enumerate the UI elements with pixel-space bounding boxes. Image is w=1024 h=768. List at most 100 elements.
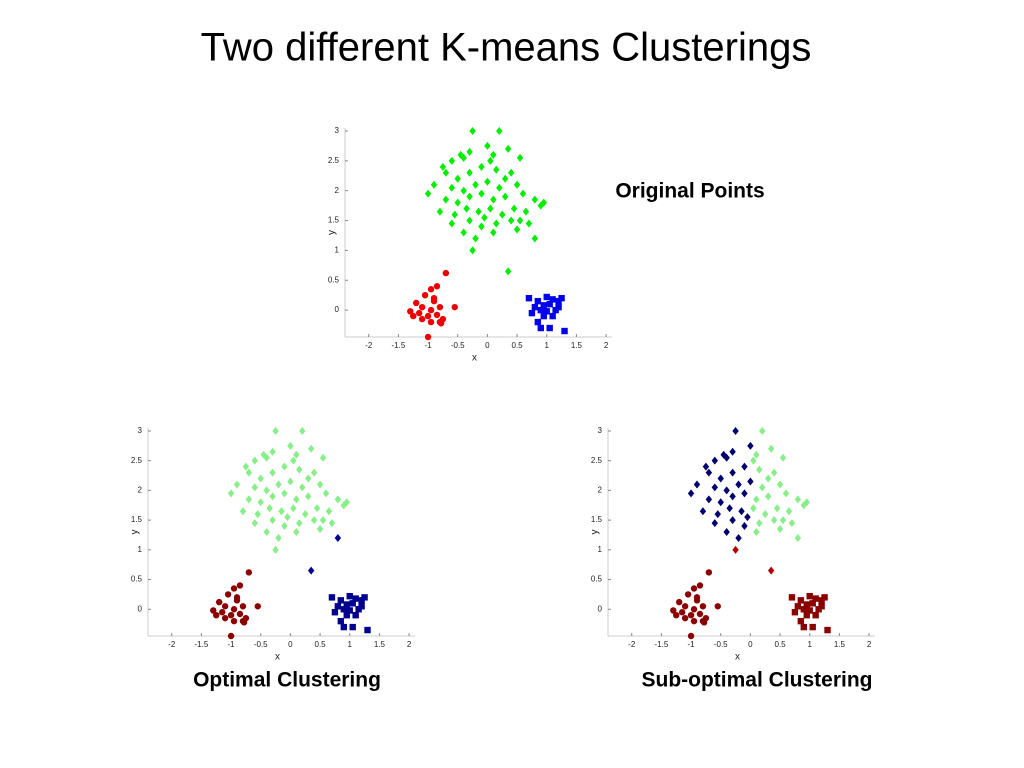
point	[299, 426, 306, 435]
point	[487, 204, 494, 213]
point	[245, 495, 253, 504]
point	[352, 612, 359, 619]
point	[230, 606, 238, 613]
point	[478, 222, 485, 231]
point	[800, 606, 807, 613]
point	[788, 594, 796, 601]
point	[549, 312, 556, 320]
point	[454, 174, 461, 183]
point	[690, 617, 698, 625]
point	[732, 545, 739, 554]
point	[260, 450, 267, 459]
point	[305, 492, 312, 501]
point	[436, 207, 444, 216]
point	[269, 447, 276, 456]
point	[756, 465, 763, 474]
y-tick-label: 3	[598, 426, 603, 435]
point	[555, 297, 562, 305]
y-tick-label: 1	[335, 246, 340, 255]
point	[534, 297, 542, 305]
point	[702, 462, 710, 471]
point	[797, 617, 805, 625]
x-tick-label: 1.5	[571, 341, 583, 350]
point	[245, 569, 253, 576]
point	[293, 495, 300, 504]
point	[322, 489, 330, 498]
point	[537, 324, 544, 332]
point	[773, 504, 781, 513]
point	[711, 456, 718, 465]
point	[537, 201, 544, 210]
point	[478, 162, 485, 171]
point	[806, 607, 813, 614]
point	[528, 309, 536, 317]
point	[794, 603, 802, 610]
point	[681, 603, 689, 610]
point	[257, 474, 264, 483]
x-tick-label: 1	[348, 640, 353, 649]
point	[213, 612, 220, 619]
point	[519, 189, 527, 198]
point	[540, 302, 547, 309]
point	[516, 153, 524, 162]
point	[299, 483, 306, 492]
point	[765, 492, 772, 501]
point	[711, 519, 718, 528]
point	[791, 609, 799, 616]
point	[767, 566, 775, 575]
point	[349, 600, 356, 607]
point	[407, 308, 414, 315]
point	[340, 606, 347, 613]
point	[800, 501, 807, 510]
x-tick-label: -0.5	[254, 640, 268, 649]
x-tick-label: 1.5	[834, 640, 846, 649]
y-tick-label: 1.5	[131, 515, 143, 524]
point	[534, 318, 542, 326]
point	[328, 519, 336, 528]
point	[290, 504, 297, 513]
point	[705, 468, 713, 477]
point	[540, 198, 547, 207]
point	[437, 320, 445, 327]
point	[531, 195, 539, 204]
point	[490, 150, 497, 159]
point	[546, 300, 553, 308]
point	[287, 477, 294, 486]
point	[210, 607, 217, 614]
point	[448, 183, 455, 192]
point	[756, 519, 763, 528]
point	[340, 623, 347, 631]
y-tick-label: 2	[598, 486, 603, 495]
point	[424, 333, 432, 341]
point	[502, 174, 509, 183]
y-tick-label: 2.5	[328, 156, 340, 165]
point	[732, 426, 739, 435]
point	[729, 516, 736, 525]
point	[543, 293, 550, 301]
y-axis-label: y	[327, 230, 338, 235]
point	[738, 507, 745, 516]
point	[767, 444, 775, 453]
y-tick-label: 2.5	[591, 456, 603, 465]
point	[803, 601, 810, 608]
point	[334, 533, 342, 542]
point	[750, 504, 757, 513]
point	[293, 528, 300, 536]
point	[439, 162, 447, 171]
point	[690, 606, 698, 613]
point	[349, 623, 356, 631]
point	[741, 462, 748, 471]
point	[537, 306, 544, 314]
point	[824, 626, 831, 634]
point	[293, 450, 300, 459]
point	[413, 299, 420, 307]
y-tick-label: 0	[138, 604, 143, 613]
point	[272, 545, 279, 554]
point	[245, 468, 253, 477]
y-tick-label: 2.5	[131, 456, 143, 465]
point	[809, 623, 816, 631]
y-tick-label: 2	[138, 486, 143, 495]
point	[430, 294, 438, 302]
